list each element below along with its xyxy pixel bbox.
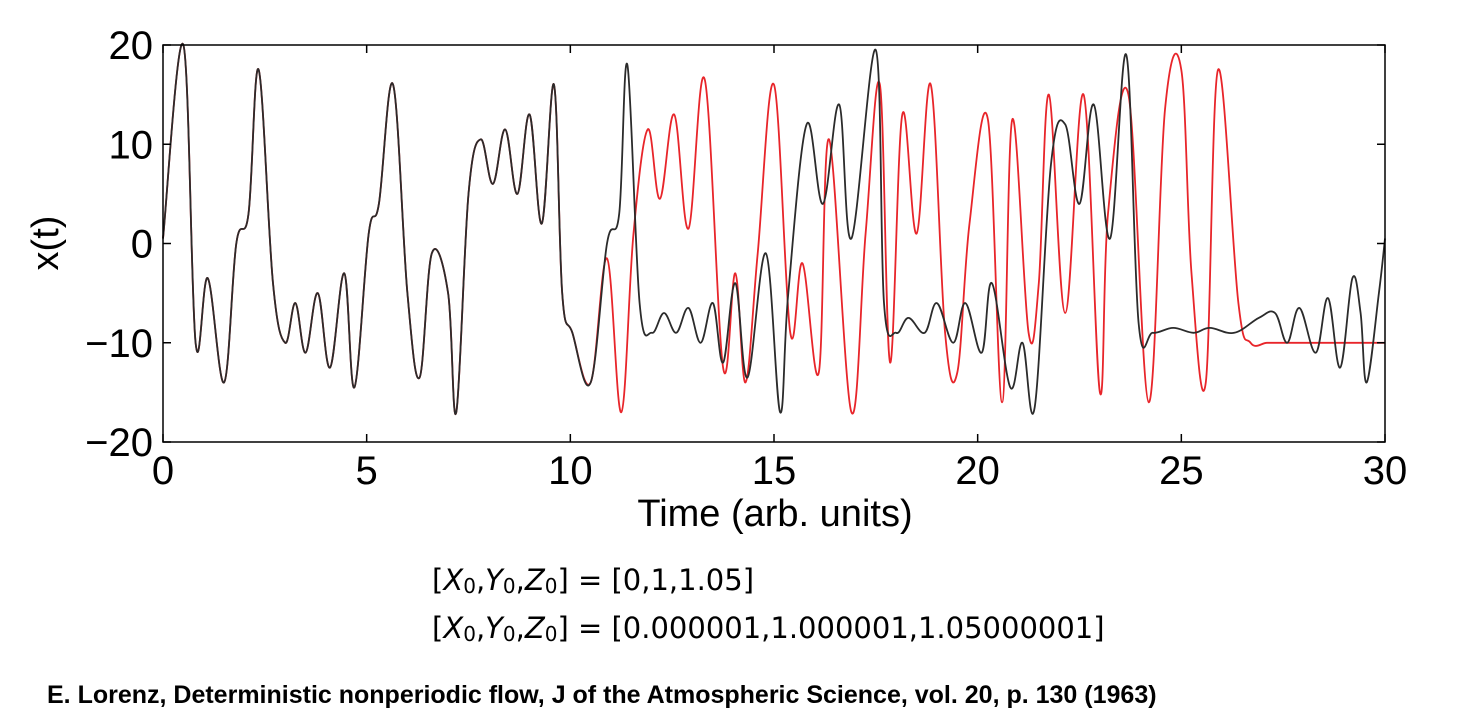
ic1-comma-b: , (515, 563, 525, 597)
y-tick-label: 0 (131, 223, 153, 267)
lorenz-chart: 0 5 10 15 20 25 30 20 10 0 −10 −20 Time (arb. units… (25, 24, 1407, 535)
x-tick-label: 30 (1363, 449, 1408, 493)
plot-lines (162, 42, 1386, 416)
series-red-line (162, 42, 1385, 416)
citation: E. Lorenz, Deterministic nonperiodic flo… (47, 681, 1157, 709)
ic2-z: Z (524, 611, 545, 645)
y-tick-label: −20 (85, 421, 153, 465)
ic2-x-sub: 0 (463, 622, 476, 646)
ic2-z-sub: 0 (544, 622, 558, 646)
initial-condition-2: [X0,Y0,Z0] = [0.000001,1.000001,1.050000… (432, 611, 1105, 646)
ic2-y: Y (485, 611, 503, 645)
ic2-y-sub: 0 (502, 622, 516, 646)
x-tick-label: 10 (548, 449, 593, 493)
x-tick-label: 25 (1159, 449, 1204, 493)
ic1-comma-a: , (475, 563, 486, 597)
ic2-rest: ] = [0.000001,1.000001,1.05000001] (557, 611, 1105, 645)
ticks: 0 5 10 15 20 25 30 20 10 0 −10 −20 (85, 24, 1407, 493)
ic1-z: Z (524, 563, 545, 597)
series-black-line (162, 42, 1386, 416)
ic1-x: X (443, 563, 464, 597)
x-tick-label: 0 (152, 449, 174, 493)
y-tick-label: 20 (109, 24, 154, 68)
ic1-rest: ] = [0,1,1.05] (557, 563, 755, 597)
ic1-y-sub: 0 (502, 574, 516, 598)
x-axis-title: Time (arb. units) (637, 493, 912, 535)
y-tick-label: −10 (85, 322, 153, 366)
x-tick-label: 5 (356, 449, 378, 493)
ic2-x: X (443, 611, 464, 645)
x-tick-label: 15 (752, 449, 797, 493)
y-axis-title: x(t) (25, 216, 67, 271)
ic2-comma-b: , (515, 611, 525, 645)
ic1-y: Y (485, 563, 503, 597)
initial-condition-1: [X0,Y0,Z0] = [0,1,1.05] (432, 563, 755, 598)
y-tick-label: 10 (109, 123, 154, 167)
ic1-z-sub: 0 (544, 574, 558, 598)
ic2-comma-a: , (475, 611, 486, 645)
ic1-x-sub: 0 (463, 574, 476, 598)
ic2-open: [ (432, 611, 444, 645)
ic1-open: [ (432, 563, 444, 597)
x-tick-label: 20 (955, 449, 1000, 493)
